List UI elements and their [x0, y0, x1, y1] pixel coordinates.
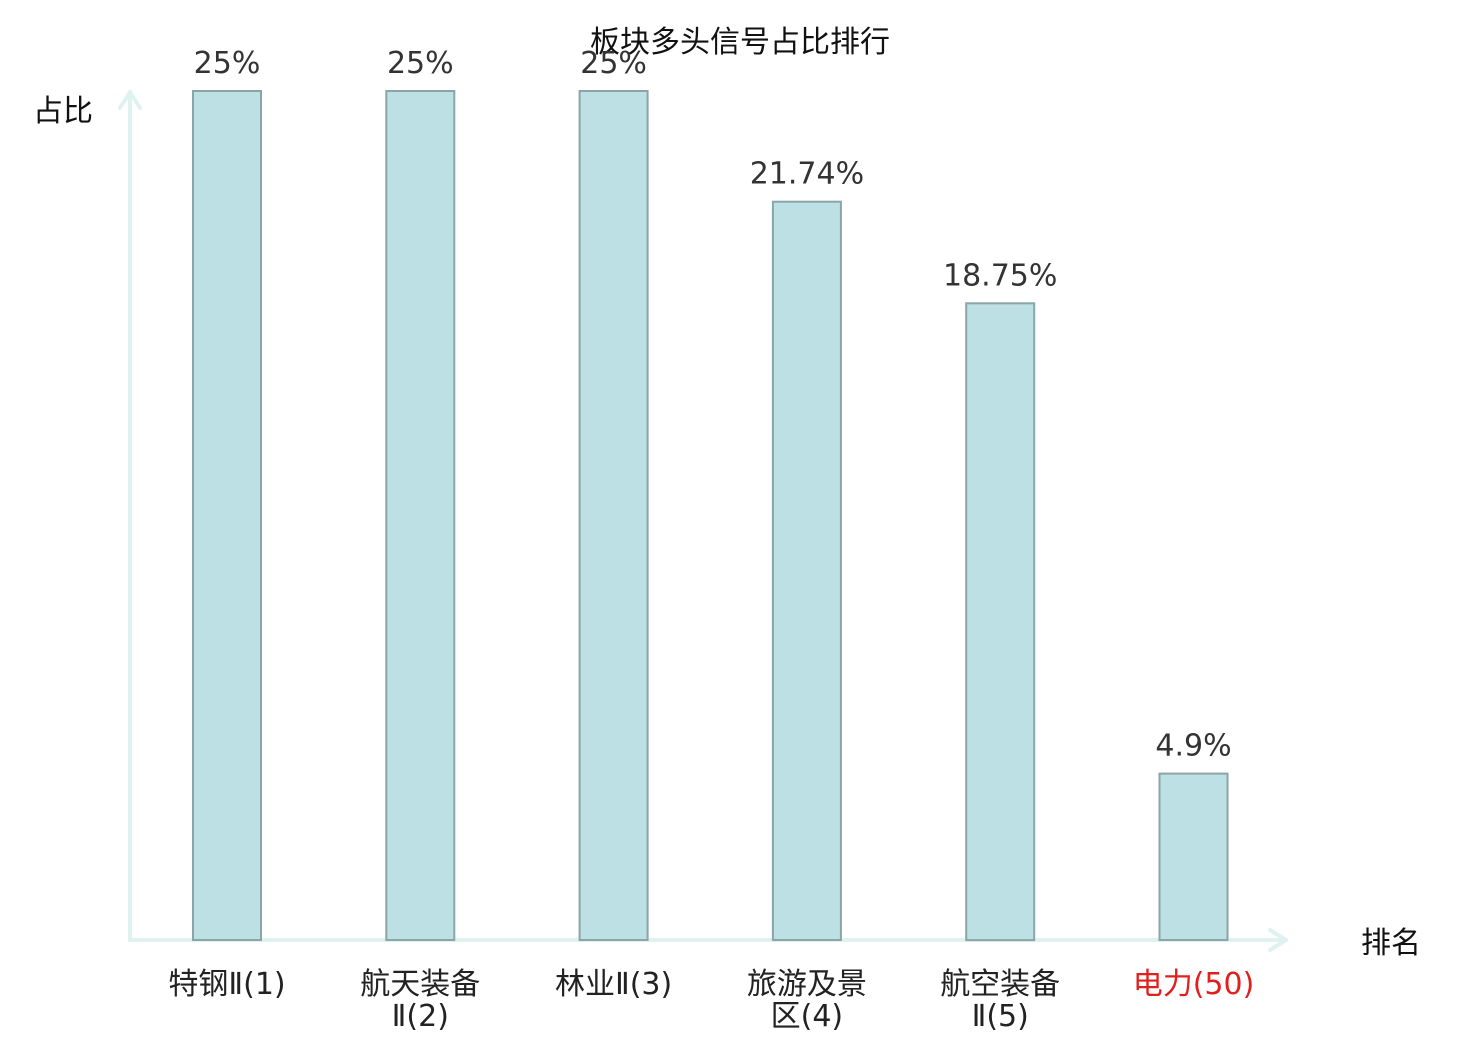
value-labels-group: 25% 25% 25% 21.74% 18.75% 4.9% [194, 46, 1232, 764]
bar-5 [965, 302, 1036, 942]
value-label-4: 21.74% [750, 157, 864, 192]
value-label-1: 25% [194, 46, 261, 81]
x-tick-label-1: 特钢Ⅱ(1) [168, 967, 285, 1002]
x-tick-label-6: 电力(50) [1133, 967, 1255, 1002]
x-tick-label-line: 林业Ⅱ(3) [555, 967, 672, 1002]
y-axis-label: 占比 [33, 94, 93, 129]
value-label-3: 25% [580, 46, 647, 81]
x-axis-arrow-icon [1268, 928, 1288, 952]
value-label-5: 18.75% [943, 258, 1057, 293]
bars-group [192, 90, 1229, 942]
x-tick-label-3: 林业Ⅱ(3) [555, 967, 672, 1002]
bar-4 [771, 200, 842, 941]
value-label-6: 4.9% [1155, 729, 1231, 764]
x-axis-label: 排名 [1361, 926, 1421, 961]
bar-1 [192, 90, 262, 941]
x-tick-label-line: 航天装备 [360, 967, 480, 1002]
bar-6 [1158, 772, 1229, 941]
x-tick-label-4: 旅游及景区(4) [747, 967, 867, 1034]
x-tick-label-2: 航天装备 Ⅱ(2) [360, 967, 480, 1034]
y-axis-arrow-icon [118, 90, 142, 110]
x-tick-label-line: 区(4) [771, 999, 844, 1034]
x-tick-label-line: Ⅱ(2) [392, 999, 449, 1034]
x-tick-label-line: 航空装备 [940, 967, 1060, 1002]
bar-3 [578, 90, 649, 941]
x-tick-label-line: 旅游及景 [747, 967, 867, 1002]
x-tick-label-line: 电力(50) [1133, 967, 1255, 1002]
value-label-2: 25% [387, 46, 454, 81]
x-tick-label-line: Ⅱ(5) [972, 999, 1029, 1034]
chart-title: 板块多头信号占比排行 [590, 25, 890, 60]
x-tick-label-5: 航空装备 Ⅱ(5) [940, 967, 1060, 1034]
x-tick-labels-group: 特钢Ⅱ(1) 航天装备 Ⅱ(2) 林业Ⅱ(3) 旅游及景区(4) 航空装备 Ⅱ(5) 电力(5… [168, 967, 1254, 1034]
x-tick-label-line: 特钢Ⅱ(1) [168, 967, 285, 1002]
bar-2 [385, 90, 456, 941]
